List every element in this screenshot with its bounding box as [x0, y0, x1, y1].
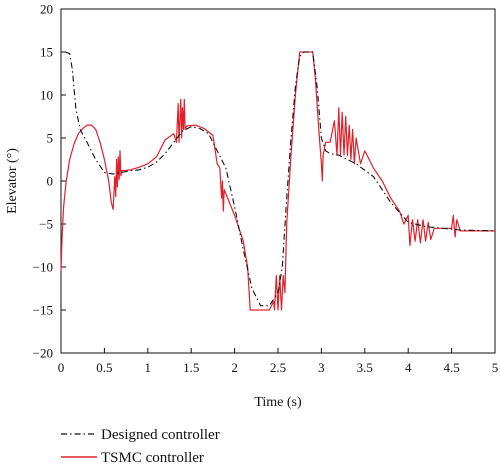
- x-tick-label: 0.5: [96, 360, 112, 375]
- legend-label-designed: Designed controller: [101, 427, 220, 443]
- legend-label-tsmc: TSMC controller: [101, 450, 204, 466]
- x-tick-label: 4: [405, 360, 412, 375]
- series-line-tsmc: [60, 51, 495, 311]
- series-line-designed: [65, 51, 496, 307]
- y-tick-label: 10: [40, 88, 53, 103]
- y-tick-label: −15: [33, 303, 53, 318]
- y-tick-label: −10: [33, 260, 53, 275]
- legend: Designed controller TSMC controller: [61, 427, 220, 466]
- y-tick-label: 5: [47, 131, 54, 146]
- axis-ticks: [60, 8, 496, 354]
- y-tick-label: −5: [39, 217, 53, 232]
- x-tick-label: 1: [145, 360, 152, 375]
- x-tick-label: 1.5: [183, 360, 199, 375]
- y-tick-label: 20: [40, 2, 53, 17]
- series-layer: [60, 51, 496, 311]
- x-tick-label: 0: [58, 360, 65, 375]
- x-tick-label: 2: [231, 360, 238, 375]
- x-tick-label: 4.5: [443, 360, 459, 375]
- x-tick-label: 3: [318, 360, 325, 375]
- y-tick-label: 15: [40, 45, 53, 60]
- y-tick-label: 0: [47, 174, 54, 189]
- y-axis-title: Elevator (°): [5, 148, 20, 214]
- x-axis-title: Time (s): [254, 395, 302, 410]
- x-tick-label: 2.5: [270, 360, 286, 375]
- y-tick-label: −20: [33, 346, 53, 361]
- axis-tick-labels: 0 0.5 1 1.5 2 2.5 3 3.5 4 4.5 5 −20 −15 −10 −5 0 5 10 15 20: [33, 2, 499, 376]
- x-tick-label: 5: [492, 360, 499, 375]
- x-tick-label: 3.5: [357, 360, 373, 375]
